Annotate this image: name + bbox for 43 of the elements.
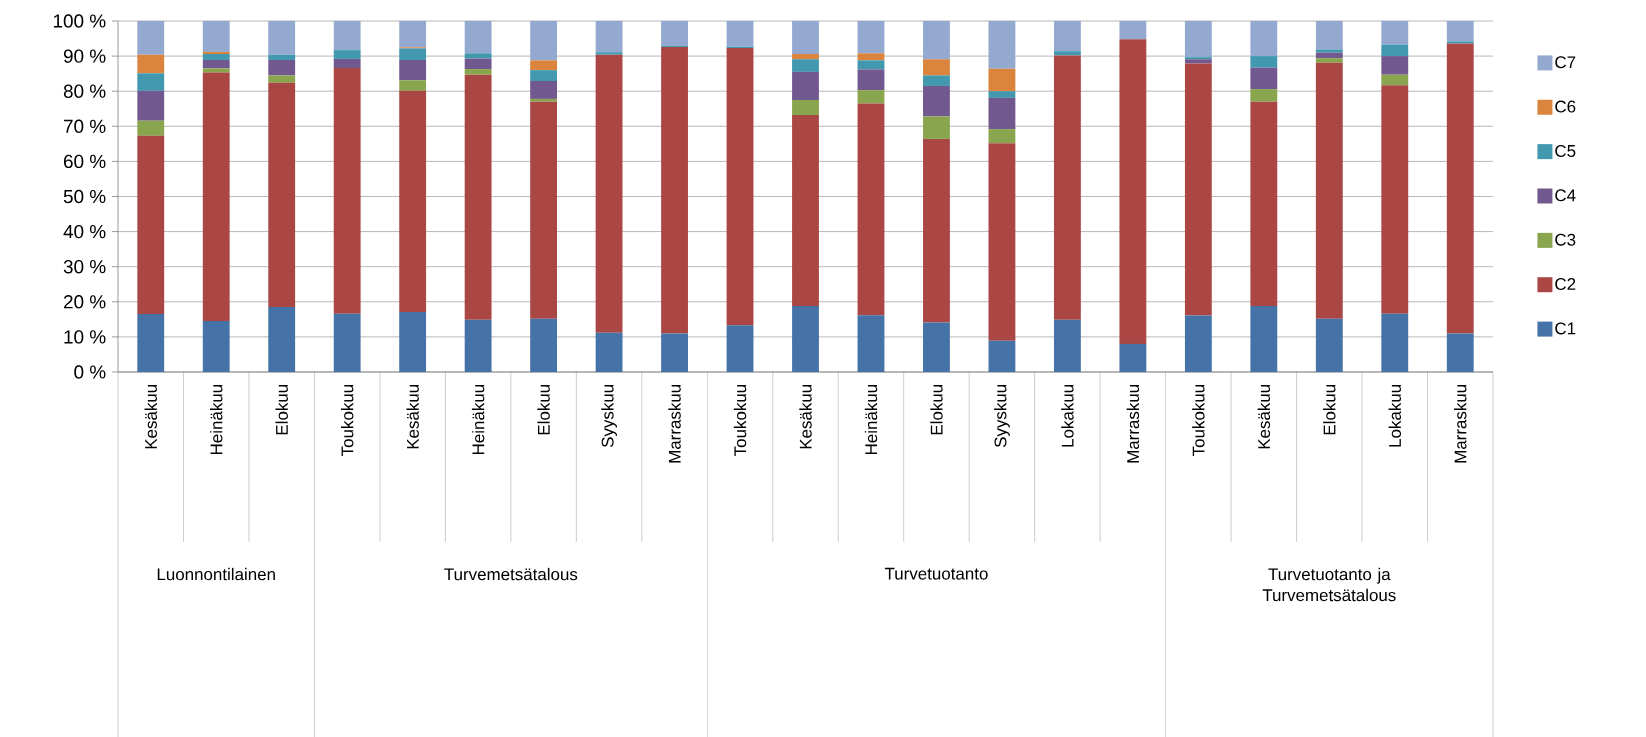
x-tick-label: Lokakuu — [1061, 384, 1074, 447]
x-tick-label: Kesäkuu — [1257, 384, 1271, 449]
y-tick-label: 90 % — [63, 49, 106, 63]
y-tick-label: 0 % — [74, 365, 106, 379]
x-tick-label: Lokakuu — [1388, 384, 1402, 447]
x-tick-label: Elokuu — [1323, 384, 1336, 435]
y-tick-label: 100 % — [53, 14, 106, 28]
y-tick-label: 70 % — [63, 119, 106, 133]
text: Luonnontilainen — [157, 567, 275, 581]
x-tick-label: Toukokuu — [1192, 384, 1205, 456]
legend-label: C4 — [1555, 189, 1576, 202]
x-tick-label: Kesäkuu — [144, 384, 157, 449]
legend-label: C1 — [1555, 322, 1576, 335]
x-tick-label: Toukokuu — [733, 384, 747, 456]
x-tick-label: Elokuu — [930, 384, 943, 435]
x-tick-label: Elokuu — [537, 384, 550, 435]
legend-label: C6 — [1555, 100, 1576, 113]
x-tick-label: Toukokuu — [340, 384, 354, 456]
y-tick-label: 80 % — [63, 84, 106, 98]
x-tick-label: Marraskuu — [668, 384, 681, 463]
y-tick-label: 60 % — [63, 154, 106, 168]
text: Turvetuotanto ja Turvemetsätalous — [1262, 567, 1396, 602]
x-tick-label: Heinäkuu — [471, 384, 485, 454]
y-tick-label: 10 % — [64, 330, 106, 344]
y-tick-label: 40 % — [63, 224, 106, 239]
text: Turvemetsätalous — [444, 567, 578, 581]
legend-label: C3 — [1555, 233, 1576, 246]
x-tick-label: Marraskuu — [1126, 384, 1140, 463]
y-tick-label: 50 % — [63, 189, 106, 204]
y-tick-label: 20 % — [63, 295, 106, 309]
y-tick-label: 30 % — [63, 259, 106, 274]
x-tick-label: Marraskuu — [1454, 384, 1467, 463]
x-tick-label: Kesäkuu — [799, 384, 812, 449]
x-tick-label: Kesäkuu — [406, 384, 419, 449]
x-tick-label: Syyskuu — [994, 384, 1010, 447]
x-tick-label: Heinäkuu — [210, 384, 223, 454]
text: Turvetuotanto — [884, 567, 988, 580]
x-tick-label: Syyskuu — [601, 384, 617, 447]
x-tick-label: Elokuu — [275, 384, 288, 435]
legend-label: C2 — [1555, 277, 1576, 290]
legend-label: C7 — [1555, 56, 1576, 69]
x-tick-label: Heinäkuu — [864, 384, 878, 454]
legend-label: C5 — [1555, 144, 1576, 157]
